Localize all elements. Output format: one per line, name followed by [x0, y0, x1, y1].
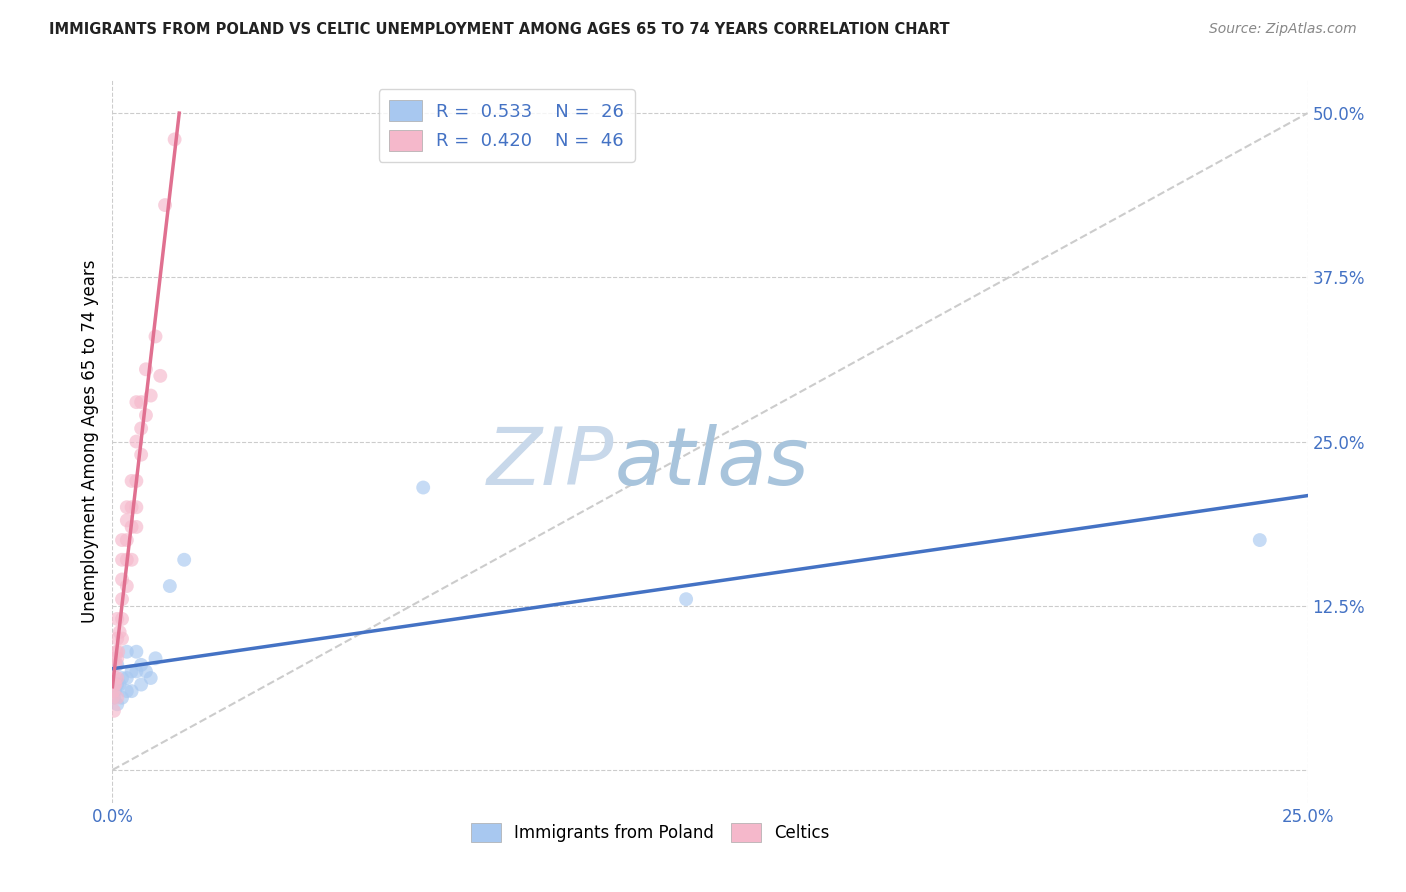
Point — [121, 520, 143, 534]
Point — [125, 665, 148, 679]
Point — [129, 448, 152, 462]
Point — [103, 684, 125, 698]
Point — [121, 474, 143, 488]
Point — [115, 553, 138, 567]
Point — [139, 388, 162, 402]
Point — [145, 329, 167, 343]
Point — [139, 671, 162, 685]
Y-axis label: Unemployment Among Ages 65 to 74 years: Unemployment Among Ages 65 to 74 years — [80, 260, 98, 624]
Point — [104, 651, 127, 665]
Point — [111, 592, 134, 607]
Point — [125, 474, 148, 488]
Point — [111, 553, 134, 567]
Legend: Immigrants from Poland, Celtics: Immigrants from Poland, Celtics — [464, 816, 837, 848]
Point — [115, 533, 138, 547]
Point — [129, 677, 152, 691]
Point — [105, 632, 128, 646]
Point — [675, 592, 697, 607]
Point — [115, 579, 138, 593]
Point — [115, 684, 138, 698]
Point — [105, 677, 128, 691]
Point — [149, 368, 172, 383]
Point — [111, 573, 134, 587]
Point — [104, 671, 127, 685]
Point — [111, 671, 134, 685]
Point — [105, 651, 128, 665]
Point — [1249, 533, 1271, 547]
Point — [129, 657, 152, 672]
Point — [103, 690, 125, 705]
Point — [115, 513, 138, 527]
Point — [135, 665, 157, 679]
Text: ZIP: ZIP — [486, 425, 614, 502]
Point — [159, 579, 181, 593]
Point — [145, 651, 167, 665]
Point — [125, 395, 148, 409]
Point — [105, 657, 128, 672]
Point — [129, 421, 152, 435]
Point — [135, 362, 157, 376]
Point — [125, 520, 148, 534]
Point — [173, 553, 195, 567]
Point — [129, 395, 152, 409]
Point — [121, 553, 143, 567]
Point — [135, 409, 157, 423]
Point — [105, 612, 128, 626]
Point — [111, 533, 134, 547]
Point — [115, 500, 138, 515]
Point — [115, 671, 138, 685]
Point — [107, 645, 129, 659]
Point — [104, 677, 127, 691]
Text: IMMIGRANTS FROM POLAND VS CELTIC UNEMPLOYMENT AMONG AGES 65 TO 74 YEARS CORRELAT: IMMIGRANTS FROM POLAND VS CELTIC UNEMPLO… — [49, 22, 950, 37]
Point — [121, 684, 143, 698]
Point — [105, 677, 128, 691]
Point — [111, 612, 134, 626]
Point — [163, 132, 186, 146]
Point — [104, 657, 127, 672]
Point — [153, 198, 176, 212]
Point — [108, 625, 131, 640]
Text: Source: ZipAtlas.com: Source: ZipAtlas.com — [1209, 22, 1357, 37]
Point — [103, 677, 125, 691]
Point — [105, 698, 128, 712]
Point — [104, 684, 127, 698]
Point — [412, 481, 434, 495]
Point — [121, 500, 143, 515]
Point — [111, 632, 134, 646]
Point — [108, 677, 131, 691]
Point — [105, 690, 128, 705]
Point — [105, 671, 128, 685]
Point — [121, 665, 143, 679]
Point — [101, 690, 124, 705]
Point — [105, 645, 128, 659]
Point — [103, 704, 125, 718]
Point — [125, 645, 148, 659]
Text: atlas: atlas — [614, 425, 810, 502]
Point — [115, 645, 138, 659]
Point — [125, 500, 148, 515]
Point — [111, 690, 134, 705]
Point — [125, 434, 148, 449]
